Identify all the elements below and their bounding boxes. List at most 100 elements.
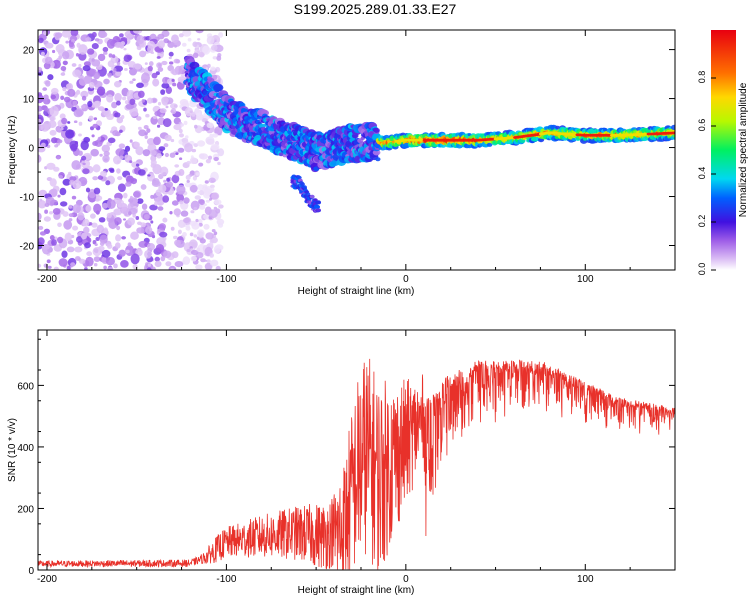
spectrogram-cell (170, 103, 178, 109)
spectrogram-cell (189, 157, 198, 165)
spectrogram-cell (63, 96, 71, 103)
spectrogram-cell (38, 263, 42, 268)
spectrogram-cell (80, 104, 86, 109)
spectrogram-cell (85, 204, 92, 213)
spectrogram-cell (172, 82, 177, 87)
spectrogram-cell (80, 140, 89, 151)
spectrogram-cell (107, 72, 113, 77)
spectrogram-cell (108, 53, 113, 58)
spectrogram-cell (145, 113, 150, 118)
spectrogram-cell (95, 237, 100, 241)
spectrogram-cell (184, 107, 194, 117)
spectrogram-cell (207, 63, 211, 68)
spectrogram-cell (117, 183, 126, 192)
spectrogram-cell (65, 83, 72, 89)
spectrogram-cell (161, 60, 168, 66)
spectrogram-cell (156, 62, 163, 69)
spectrogram-cell (165, 105, 169, 109)
spectrogram-cell (136, 82, 144, 89)
spectrogram-cell (166, 177, 171, 182)
spectrogram-cell (214, 126, 223, 136)
spectrogram-cell (196, 247, 201, 252)
spectrogram-cell (88, 81, 95, 89)
spectrogram-cell (104, 108, 109, 111)
spectrogram-cell (57, 139, 63, 144)
snr-series-line (38, 358, 675, 570)
spectrogram-cell (157, 206, 164, 211)
spectrogram-cell (82, 168, 90, 175)
spectrogram-cell (198, 189, 205, 196)
spectrogram-cell (54, 32, 63, 38)
y-tick-label: -10 (20, 193, 35, 204)
spectrogram-cell (60, 66, 67, 71)
spectrogram-cell (83, 61, 91, 67)
spectrogram-cell (137, 90, 145, 99)
spectrogram-cell (160, 114, 164, 118)
spectrogram-cell (183, 197, 190, 204)
spectrogram-cell (146, 128, 151, 134)
spectrogram-cell (66, 246, 75, 253)
spectrogram-cell (154, 256, 160, 262)
spectrogram-cell (146, 138, 156, 146)
spectrogram-cell (78, 121, 83, 126)
spectrogram-cell (137, 221, 142, 226)
spectrogram-cell (57, 236, 64, 244)
spectrogram-cell (176, 184, 186, 195)
spectrogram-cell (94, 38, 100, 42)
spectrogram-cell (78, 150, 83, 156)
x-tick-label: -100 (216, 574, 236, 585)
spectrogram-cell (107, 243, 113, 249)
spectrogram-cell (81, 232, 87, 240)
spectrogram-cell (91, 43, 99, 50)
spectrogram-cell (189, 110, 193, 114)
spectrogram-cell (117, 176, 123, 181)
spectrogram-cell (179, 200, 184, 205)
spectrogram-cell (210, 187, 215, 192)
spectrogram-cell (162, 217, 168, 223)
spectrogram-cell (189, 232, 194, 237)
spectrogram-cell (38, 66, 43, 73)
spectrogram-cell (75, 256, 81, 261)
spectrogram-cell (211, 44, 218, 51)
spectrogram-cell (129, 139, 133, 143)
spectrogram-cell (169, 211, 173, 215)
spectrogram-cell (92, 164, 101, 173)
spectrogram-cell (157, 40, 165, 49)
spectrogram-cell (82, 162, 86, 166)
snr-xlabel: Height of straight line (km) (298, 585, 415, 596)
spectrogram-cell (60, 201, 68, 207)
spectrogram-cell (143, 125, 149, 130)
spectrogram-cell (136, 116, 142, 121)
spectrogram-cell (164, 134, 172, 142)
spectrogram-cell (93, 187, 101, 195)
spectrogram-cell (124, 68, 128, 71)
spectrogram-cell (56, 156, 60, 160)
spectrogram-cell (76, 42, 81, 48)
spectrogram-cell (92, 123, 99, 129)
spectrogram-cell (59, 113, 66, 120)
spectrogram-cell (150, 194, 155, 199)
spectrogram-cell (158, 223, 166, 231)
spectrogram-cell (215, 265, 221, 270)
spectrogram-cell (152, 115, 158, 119)
spectrogram-cell (156, 153, 162, 159)
snr-ylabel: SNR (10 * v/v) (7, 418, 18, 482)
spectrogram-cell (116, 225, 121, 231)
spectrogram-cell (106, 113, 114, 121)
spectrogram-cell (190, 255, 197, 262)
spectrogram-cell (164, 152, 169, 158)
spectrogram-cell (52, 59, 61, 69)
spectrogram-cell (92, 176, 99, 181)
spectrogram-cell (213, 245, 221, 254)
spectrogram-cell (210, 66, 216, 71)
spectrogram-cell (151, 72, 158, 79)
spectrogram-cell (195, 172, 200, 176)
spectrogram-cell (672, 131, 675, 135)
spectrogram-cell (97, 136, 102, 141)
spectrogram-cell (147, 97, 153, 104)
spectrogram-cell (171, 34, 179, 43)
spectrogram-cell (204, 180, 209, 184)
spectrogram-cell (128, 211, 132, 216)
spectrogram-cell (198, 231, 204, 237)
spectrogram-cell (91, 59, 101, 67)
